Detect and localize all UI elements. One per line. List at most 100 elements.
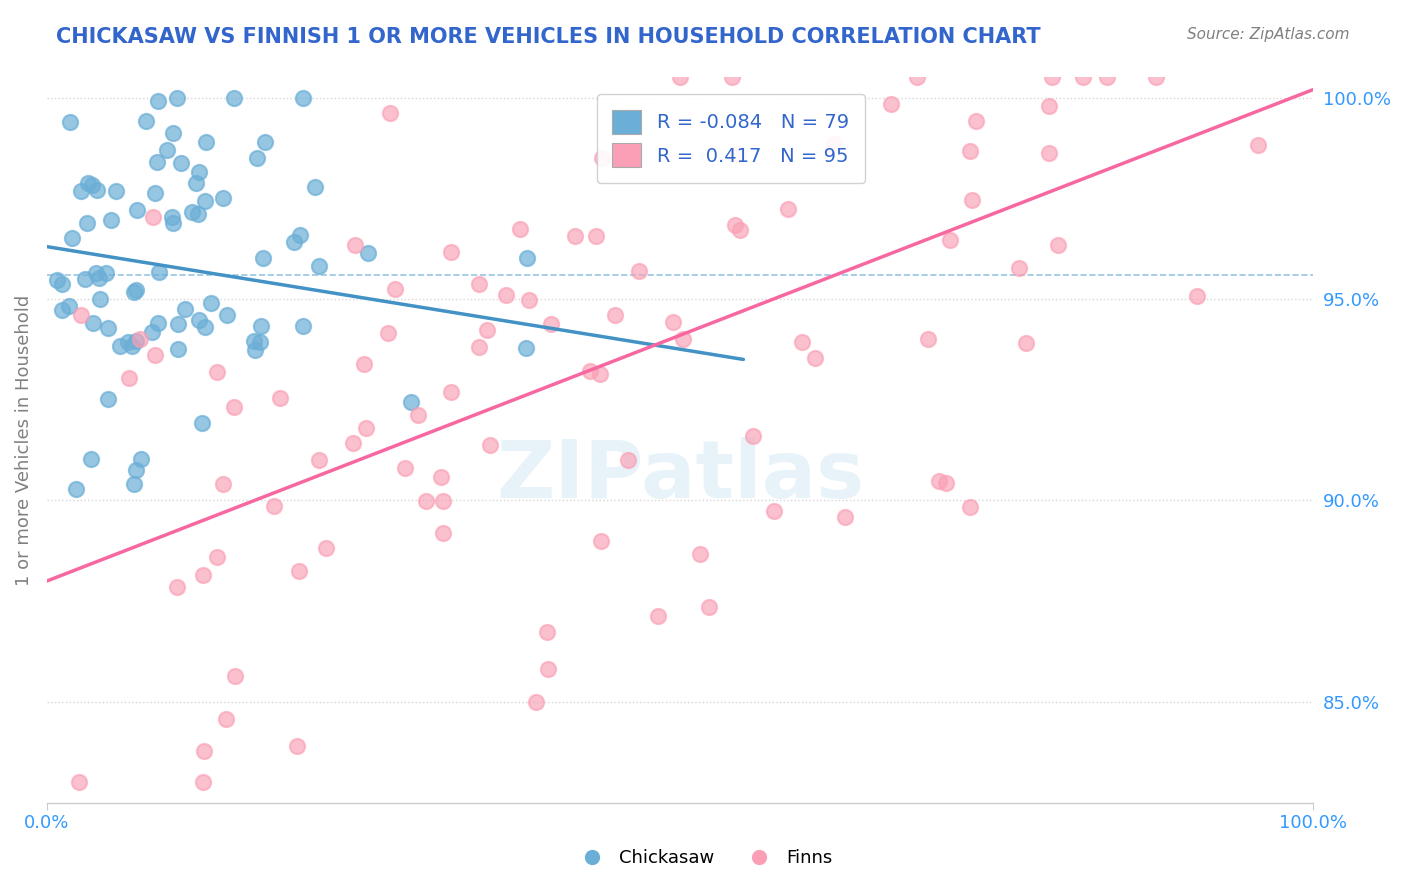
Point [80,178,103,193]
Point [727,146,749,161]
Point [440,385,463,400]
Point [170,155,193,169]
Point [672,332,695,346]
Point [76,176,98,190]
Point [105,184,128,198]
Point [962,194,984,208]
Point [668,70,690,85]
Point [605,308,627,322]
Point [479,438,502,452]
Point [804,351,827,365]
Point [697,599,720,614]
Point [84,266,107,280]
Point [283,235,305,250]
Point [86,183,108,197]
Point [200,296,222,310]
Point [131,451,153,466]
Point [125,463,148,477]
Point [304,180,326,194]
Point [141,325,163,339]
Point [939,233,962,247]
Point [166,580,188,594]
Point [589,367,612,381]
Point [536,624,558,639]
Point [790,334,813,349]
Point [205,550,228,565]
Point [193,775,215,789]
Point [166,90,188,104]
Point [905,70,928,85]
Point [60,231,83,245]
Point [135,113,157,128]
Point [249,335,271,350]
Point [253,135,276,149]
Point [540,317,562,331]
Point [406,409,429,423]
Point [357,245,380,260]
Point [1144,70,1167,85]
Point [721,70,744,85]
Point [245,343,267,358]
Point [212,476,235,491]
Point [1247,138,1270,153]
Point [186,176,208,190]
Point [377,326,399,340]
Point [1038,99,1060,113]
Point [82,316,104,330]
Point [763,504,786,518]
Point [519,293,541,307]
Point [97,321,120,335]
Point [51,303,73,318]
Point [212,191,235,205]
Point [125,334,148,348]
Point [917,333,939,347]
Point [689,547,711,561]
Point [308,453,330,467]
Point [194,320,217,334]
Point [215,308,238,322]
Point [245,151,267,165]
Point [122,477,145,491]
Point [167,343,190,357]
Point [432,493,454,508]
Point [399,394,422,409]
Point [524,695,547,709]
Point [108,339,131,353]
Point [97,392,120,407]
Point [58,299,80,313]
Point [354,421,377,435]
Point [430,470,453,484]
Point [269,391,291,405]
Point [509,222,531,236]
Point [468,340,491,354]
Point [65,483,87,497]
Point [965,113,987,128]
Point [440,245,463,260]
Point [1046,237,1069,252]
Point [143,348,166,362]
Point [121,339,143,353]
Point [288,564,311,578]
Text: ZIPatlas: ZIPatlas [496,437,865,516]
Legend: Chickasaw, Finns: Chickasaw, Finns [567,842,839,874]
Point [122,285,145,299]
Point [515,341,537,355]
Point [1095,70,1118,85]
Point [94,266,117,280]
Point [343,237,366,252]
Point [174,302,197,317]
Point [834,510,856,524]
Point [1040,70,1063,85]
Point [191,567,214,582]
Point [148,316,170,330]
Point [742,428,765,442]
Point [353,357,375,371]
Point [190,416,212,430]
Point [315,541,337,556]
Point [249,318,271,333]
Point [129,332,152,346]
Point [67,775,90,789]
Point [723,218,745,232]
Point [591,152,613,166]
Text: Source: ZipAtlas.com: Source: ZipAtlas.com [1187,27,1350,42]
